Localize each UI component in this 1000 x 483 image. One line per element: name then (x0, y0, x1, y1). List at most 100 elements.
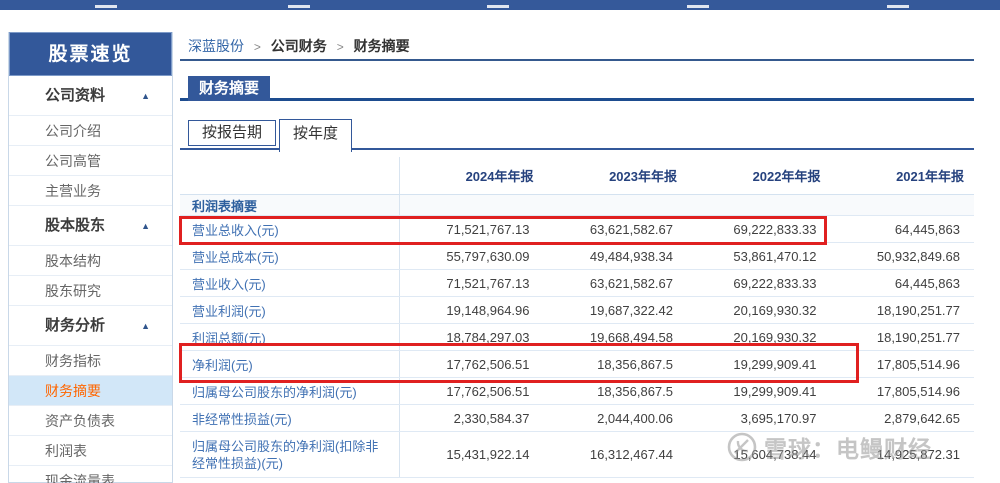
sidebar-item-label: 股东研究 (45, 283, 101, 299)
table-column-header: 2023年年报 (609, 169, 677, 184)
table-column-header: 2021年年报 (896, 169, 964, 184)
table-section-row: 利润表摘要 (180, 195, 974, 216)
tab-period[interactable]: 按报告期 (188, 120, 277, 146)
nav-item-fragment[interactable] (95, 5, 117, 8)
value-2022: 3,695,170.97 (740, 410, 817, 426)
row-label-link[interactable]: 归属母公司股东的净利润(元) (180, 378, 400, 404)
breadcrumb-stock-link[interactable]: 深蓝股份 (188, 38, 244, 54)
table-row: 净利润(元) 17,762,506.51 18,356,867.5 19,299… (180, 351, 974, 378)
value-2023: 16,312,467.44 (589, 447, 673, 462)
value-2023: 18,356,867.5 (597, 356, 673, 372)
sidebar-item[interactable]: 股本股东 ▲ (9, 206, 172, 246)
table-row: 利润总额(元) 18,784,297.03 19,668,494.58 20,1… (180, 324, 974, 351)
sidebar-item-label: 财务分析 (45, 317, 106, 334)
table-column-header: 2024年年报 (465, 169, 534, 184)
row-label-link[interactable]: 营业利润(元) (180, 297, 400, 323)
row-label-link[interactable]: 营业收入(元) (180, 270, 400, 296)
sidebar-item-label: 股本结构 (45, 253, 101, 269)
value-2022: 19,299,909.41 (733, 383, 817, 399)
sidebar-item-label: 主营业务 (45, 183, 101, 199)
sidebar-item-label: 现金流量表 (45, 473, 115, 483)
sidebar-item[interactable]: 主营业务 ▲ (9, 176, 172, 206)
sidebar-item[interactable]: 资产负债表 ▲ (9, 406, 172, 436)
breadcrumb-separator: > (253, 40, 261, 54)
row-label-link[interactable]: 非经常性损益(元) (180, 405, 400, 431)
value-2022: 20,169,930.32 (733, 329, 817, 345)
value-2023: 63,621,582.67 (589, 275, 673, 291)
sidebar-item-label: 公司高管 (45, 153, 101, 169)
nav-item-fragment[interactable] (487, 5, 509, 8)
table-row: 非经常性损益(元) 2,330,584.37 2,044,400.06 3,69… (180, 405, 974, 432)
row-label-link[interactable]: 利润总额(元) (180, 324, 400, 350)
breadcrumb: 深蓝股份 > 公司财务 > 财务摘要 (180, 32, 974, 61)
value-2022: 69,222,833.33 (733, 221, 817, 237)
value-2021: 64,445,863 (894, 275, 960, 291)
value-2023: 49,484,938.34 (589, 248, 673, 264)
page-title: 财务摘要 (188, 76, 271, 101)
value-2021: 18,190,251.77 (876, 302, 960, 318)
value-2021: 17,805,514.96 (876, 383, 960, 399)
table-row: 营业总成本(元) 55,797,630.09 49,484,938.34 53,… (180, 243, 974, 270)
table-row: 营业收入(元) 71,521,767.13 63,621,582.67 69,2… (180, 270, 974, 297)
value-2024: 19,148,964.96 (446, 302, 530, 318)
tab-label: 按报告期 (202, 124, 263, 141)
sidebar-item[interactable]: 现金流量表 ▲ (9, 466, 172, 483)
sidebar-item-label: 财务摘要 (45, 383, 101, 399)
table-row: 归属母公司股东的净利润(元) 17,762,506.51 18,356,867.… (180, 378, 974, 405)
row-label-link[interactable]: 营业总收入(元) (180, 216, 400, 242)
value-2021: 18,190,251.77 (876, 329, 960, 345)
table-row: 营业利润(元) 19,148,964.96 19,687,322.42 20,1… (180, 297, 974, 324)
value-2021: 50,932,849.68 (876, 248, 960, 264)
value-2024: 2,330,584.37 (453, 410, 530, 426)
breadcrumb-current: 财务摘要 (353, 38, 410, 54)
row-label-link[interactable]: 营业总成本(元) (180, 243, 400, 269)
table-column-header: 2022年年报 (752, 169, 821, 184)
sidebar-item[interactable]: 公司高管 ▲ (9, 146, 172, 176)
nav-item-fragment[interactable] (887, 5, 909, 8)
sidebar-title: 股票速览 (9, 32, 172, 76)
value-2022: 53,861,470.12 (733, 248, 817, 264)
value-2023: 19,687,322.42 (589, 302, 673, 318)
sidebar-item[interactable]: 财务指标 ▲ (9, 346, 172, 376)
sidebar-item-label: 公司介绍 (45, 123, 101, 139)
sidebar-item[interactable]: 股本结构 ▲ (9, 246, 172, 276)
financial-summary-table: 2024年年报 2023年年报 2022年年报 2021年年报 利润表摘要 营业… (180, 157, 974, 478)
tab-label: 按年度 (293, 125, 339, 142)
sidebar-nav-list: 公司资料 ▲ 公司介绍 ▲ 公司高管 ▲ 主营业务 ▲ 股本股东 ▲ (9, 76, 172, 483)
table-row: 归属母公司股东的净利润(扣除非经常性损益)(元) 15,431,922.14 1… (180, 432, 974, 478)
table-row: 营业总收入(元) 71,521,767.13 63,621,582.67 69,… (180, 216, 974, 243)
sidebar-item[interactable]: 财务摘要 ▲ (9, 376, 172, 406)
value-2023: 18,356,867.5 (597, 383, 673, 399)
value-2024: 71,521,767.13 (446, 275, 530, 291)
row-label-link[interactable]: 净利润(元) (180, 351, 400, 377)
top-nav-bar (0, 0, 1000, 10)
sidebar-item[interactable]: 公司介绍 ▲ (9, 116, 172, 146)
page-title-strip: 财务摘要 (180, 76, 974, 101)
sidebar-item[interactable]: 公司资料 ▲ (9, 76, 172, 116)
sidebar-item-label: 公司资料 (45, 87, 106, 104)
nav-item-fragment[interactable] (687, 5, 709, 8)
chevron-up-icon: ▲ (141, 91, 150, 101)
sidebar-item[interactable]: 股东研究 ▲ (9, 276, 172, 306)
value-2024: 55,797,630.09 (446, 248, 530, 264)
value-2024: 17,762,506.51 (446, 383, 530, 399)
breadcrumb-separator: > (336, 40, 344, 54)
tab-period[interactable]: 按年度 (279, 119, 353, 152)
value-2021: 17,805,514.96 (876, 356, 960, 372)
report-period-tabs: 按报告期 按年度 (180, 119, 974, 152)
value-2023: 63,621,582.67 (589, 221, 673, 237)
table-header-row: 2024年年报 2023年年报 2022年年报 2021年年报 (180, 157, 974, 195)
sidebar-item[interactable]: 利润表 ▲ (9, 436, 172, 466)
sidebar-item-label: 财务指标 (45, 353, 101, 369)
value-2022: 69,222,833.33 (733, 275, 817, 291)
breadcrumb-section: 公司财务 (270, 38, 327, 54)
value-2022: 19,299,909.41 (733, 356, 817, 372)
sidebar-item[interactable]: 财务分析 ▲ (9, 306, 172, 346)
table-section-label: 利润表摘要 (180, 195, 400, 215)
row-label-link[interactable]: 归属母公司股东的净利润(扣除非经常性损益)(元) (180, 432, 400, 477)
value-2021: 2,879,642.65 (884, 410, 960, 426)
nav-item-fragment[interactable] (288, 5, 310, 8)
value-2022: 20,169,930.32 (733, 302, 817, 318)
chevron-up-icon: ▲ (141, 321, 150, 331)
value-2024: 71,521,767.13 (446, 221, 530, 237)
